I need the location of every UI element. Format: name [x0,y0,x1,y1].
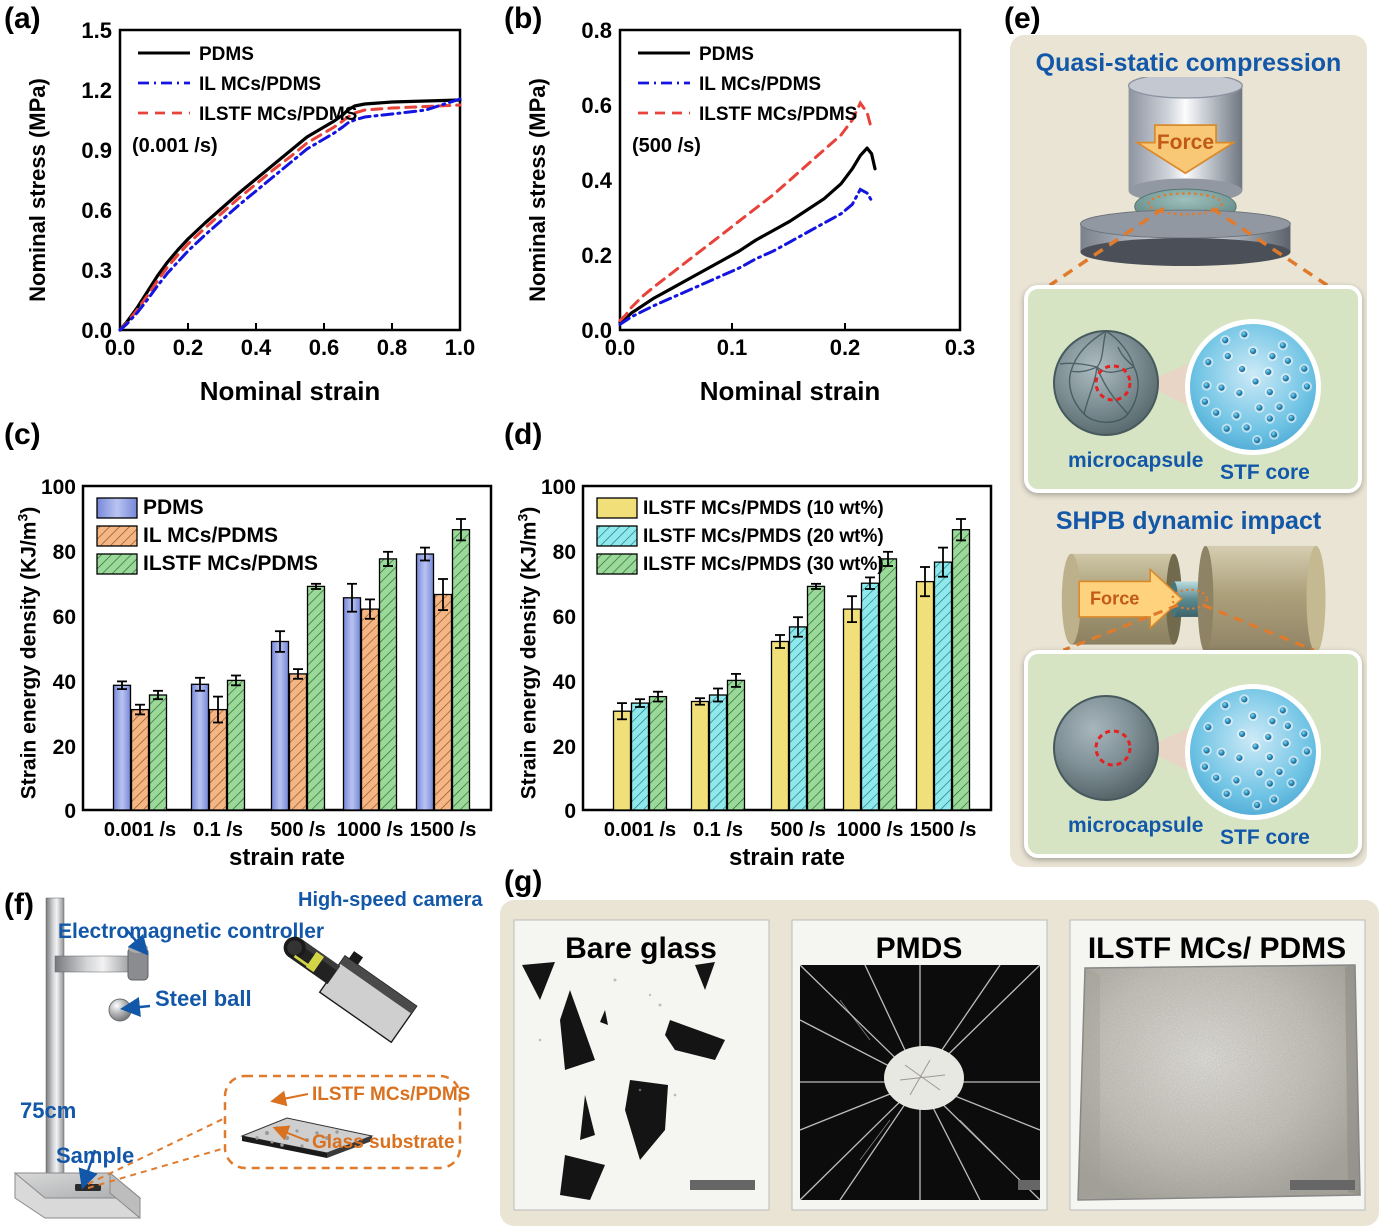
svg-text:1.0: 1.0 [445,335,476,360]
svg-text:strain rate: strain rate [729,844,845,870]
svg-text:Force: Force [1090,588,1139,608]
svg-text:IL MCs/PDMS: IL MCs/PDMS [199,74,321,95]
svg-text:ILSTF MCs/PMDS (20 wt%): ILSTF MCs/PMDS (20 wt%) [643,526,884,547]
svg-text:Glass substrate: Glass substrate [312,1132,455,1153]
svg-text:ILSTF MCs/PDMS: ILSTF MCs/PDMS [312,1084,470,1105]
svg-text:STF core: STF core [1220,826,1310,849]
svg-text:0: 0 [564,800,576,823]
svg-text:IL MCs/PDMS: IL MCs/PDMS [699,74,821,95]
svg-text:0.2: 0.2 [173,335,204,360]
svg-text:0.9: 0.9 [81,138,112,163]
svg-text:0.2: 0.2 [830,335,861,360]
svg-text:0.4: 0.4 [581,168,612,193]
svg-text:PDMS: PDMS [199,44,254,65]
svg-text:500 /s: 500 /s [270,819,326,841]
svg-text:80: 80 [53,541,76,564]
svg-text:60: 60 [53,606,76,629]
svg-text:IL MCs/PDMS: IL MCs/PDMS [143,524,278,547]
svg-text:0.6: 0.6 [309,335,340,360]
svg-text:PMDS: PMDS [876,932,963,965]
svg-text:0.4: 0.4 [241,335,272,360]
svg-text:0.6: 0.6 [581,93,612,118]
svg-text:1500 /s: 1500 /s [910,819,977,841]
svg-text:20: 20 [53,736,76,759]
svg-text:75cm: 75cm [20,1098,76,1123]
svg-text:STF core: STF core [1220,461,1310,484]
svg-text:(0.001 /s): (0.001 /s) [132,135,218,157]
svg-text:0: 0 [64,800,76,823]
svg-text:1000 /s: 1000 /s [837,819,904,841]
svg-text:40: 40 [553,671,576,694]
svg-text:0.0: 0.0 [605,335,636,360]
svg-text:0.001 /s: 0.001 /s [104,819,176,841]
svg-text:microcapsule: microcapsule [1068,449,1203,472]
svg-text:ILSTF MCs/PDMS: ILSTF MCs/PDMS [143,552,318,575]
svg-text:500 /s: 500 /s [770,819,826,841]
svg-text:0.2: 0.2 [581,243,612,268]
svg-text:0.1: 0.1 [717,335,748,360]
svg-text:Bare glass: Bare glass [565,932,717,965]
svg-text:20: 20 [553,736,576,759]
svg-text:Nominal strain: Nominal strain [200,376,381,406]
svg-text:Steel ball: Steel ball [155,986,252,1011]
svg-text:0.6: 0.6 [81,198,112,223]
svg-text:60: 60 [553,606,576,629]
svg-text:ILSTF MCs/PDMS: ILSTF MCs/PDMS [199,104,357,125]
svg-text:0.001 /s: 0.001 /s [604,819,676,841]
svg-text:ILSTF MCs/PDMS: ILSTF MCs/PDMS [699,104,857,125]
svg-text:0.8: 0.8 [581,18,612,43]
svg-text:PDMS: PDMS [143,496,204,519]
svg-text:PDMS: PDMS [699,44,754,65]
svg-text:Force: Force [1157,131,1214,154]
svg-text:Nominal strain: Nominal strain [700,376,881,406]
svg-text:40: 40 [53,671,76,694]
svg-text:0.8: 0.8 [377,335,408,360]
svg-text:0.1 /s: 0.1 /s [693,819,743,841]
svg-text:100: 100 [41,476,76,499]
svg-text:High-speed camera: High-speed camera [298,889,483,911]
svg-text:1.2: 1.2 [81,78,112,103]
svg-text:(500 /s): (500 /s) [632,135,701,157]
svg-text:1000 /s: 1000 /s [337,819,404,841]
svg-text:ILSTF MCs/PMDS (30 wt%): ILSTF MCs/PMDS (30 wt%) [643,554,884,575]
svg-text:0.3: 0.3 [945,335,976,360]
svg-text:ILSTF MCs/PMDS (10 wt%): ILSTF MCs/PMDS (10 wt%) [643,498,884,519]
svg-text:ILSTF MCs/ PDMS: ILSTF MCs/ PDMS [1088,932,1346,965]
svg-text:Sample: Sample [56,1143,134,1168]
svg-text:microcapsule: microcapsule [1068,814,1203,837]
svg-text:Electromagnetic controller: Electromagnetic controller [58,920,324,943]
svg-text:0.3: 0.3 [81,258,112,283]
svg-text:0.0: 0.0 [105,335,136,360]
svg-text:100: 100 [541,476,576,499]
svg-text:strain rate: strain rate [229,844,345,870]
svg-text:1.5: 1.5 [81,18,112,43]
svg-text:80: 80 [553,541,576,564]
svg-text:0.1 /s: 0.1 /s [193,819,243,841]
svg-text:1500 /s: 1500 /s [410,819,477,841]
